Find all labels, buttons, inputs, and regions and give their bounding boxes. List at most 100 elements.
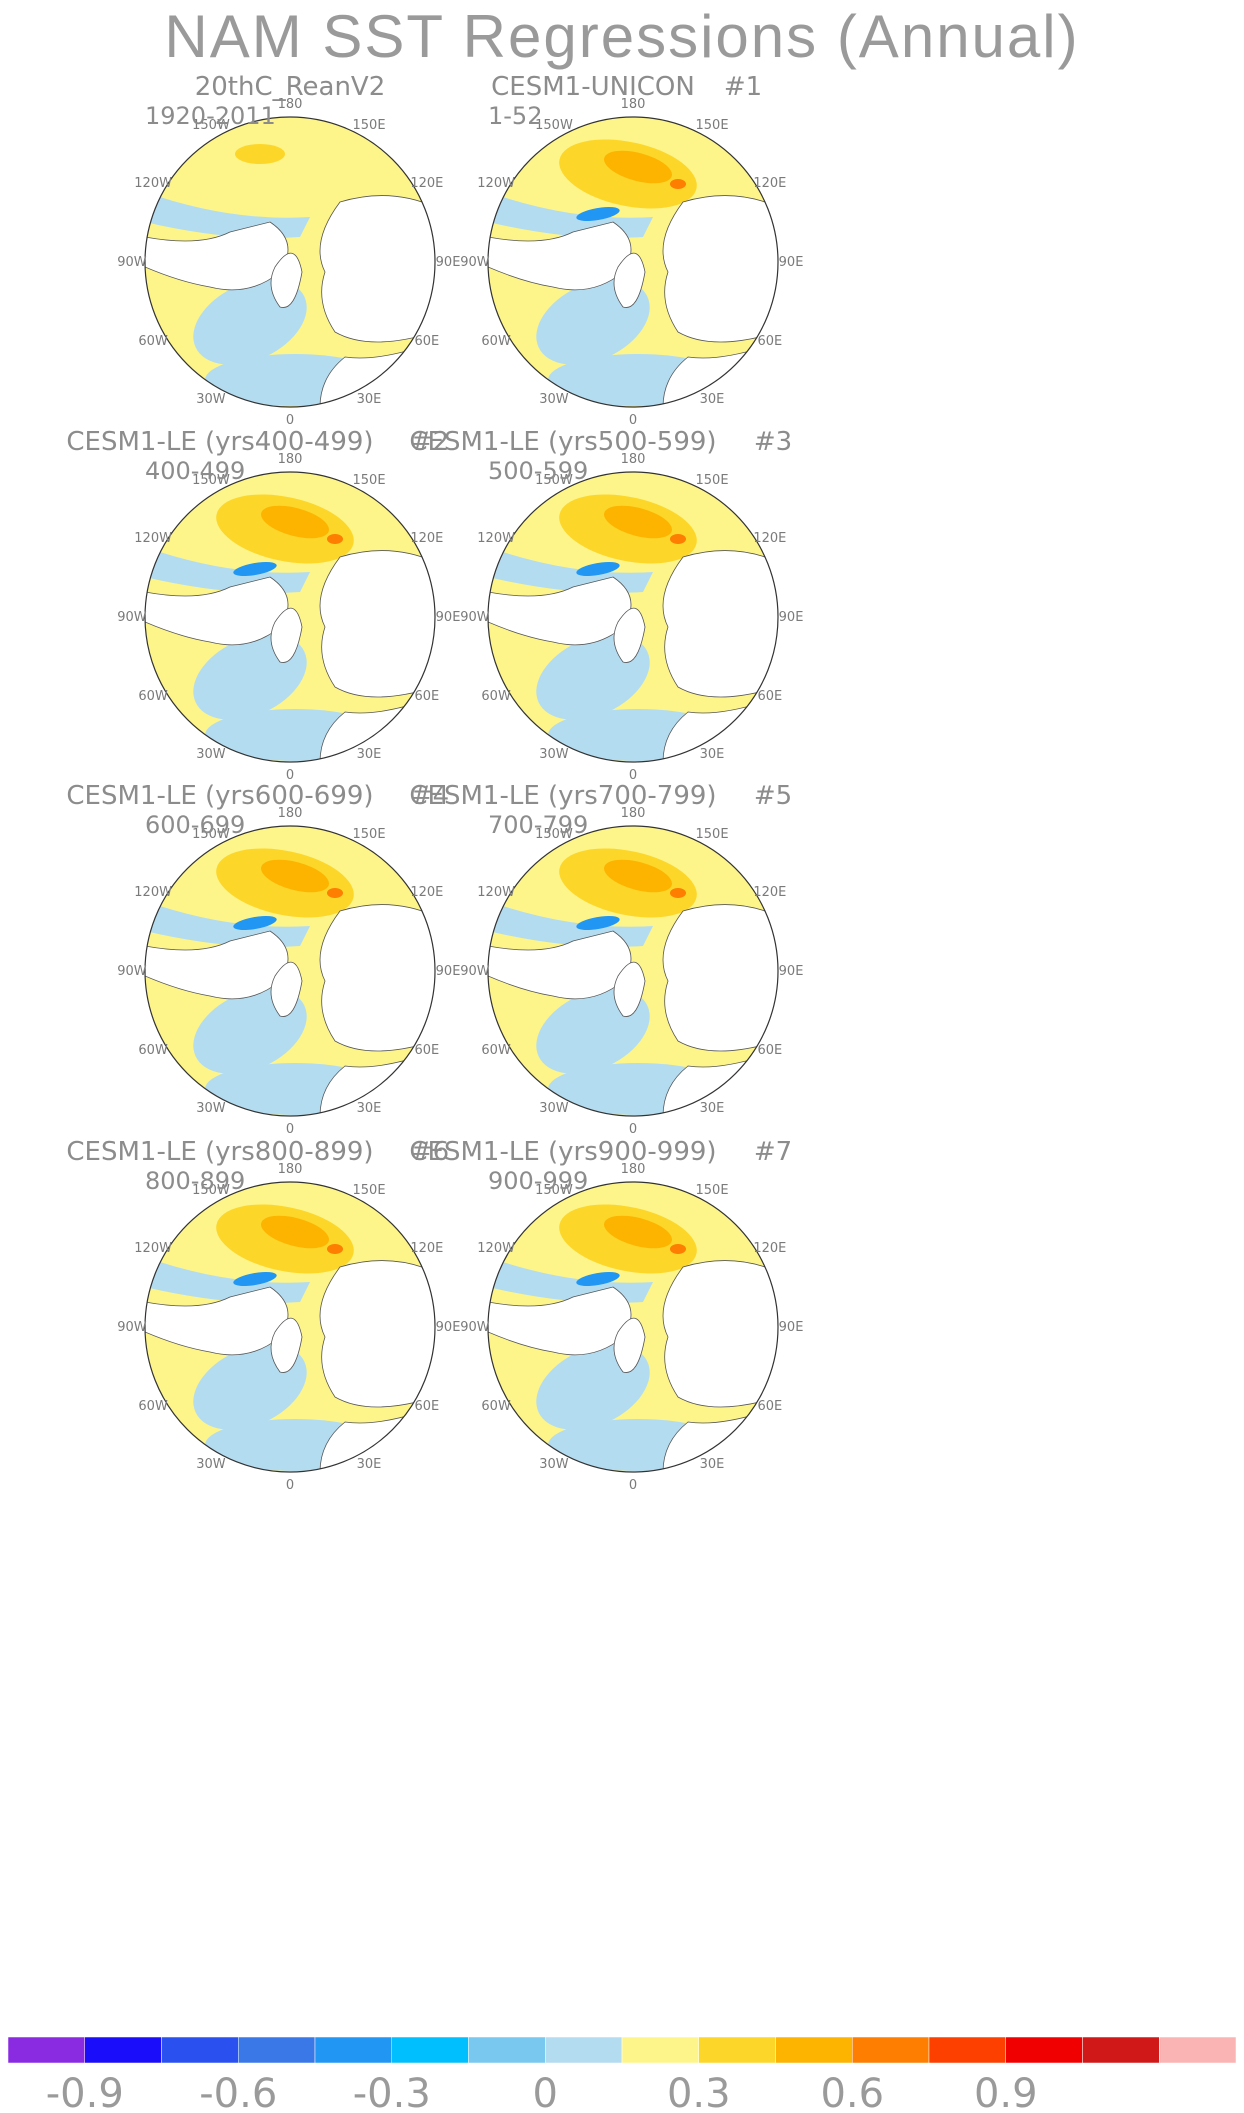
map-panel: 180 150E 120E 90E 60E 30E 0 30W 60W 90W 120W 150W CE… [409,1137,803,1493]
longitude-label: 60E [757,689,782,704]
panel-title: CESM1-LE (yrs900-999) [409,1137,716,1167]
longitude-label: 90W [460,1320,490,1335]
longitude-label: 30W [539,1457,569,1472]
longitude-label: 150W [192,473,230,488]
longitude-label: 180 [621,1162,646,1177]
figure-title: NAM SST Regressions (Annual) [164,3,1080,70]
colorbar: -0.9 -0.6 -0.3 0 0.3 0.6 0.9 [8,2037,1236,2113]
panel-title: CESM1-LE (yrs700-799) [409,781,716,811]
panel-years: 1920-2011 [145,102,276,130]
longitude-label: 30E [357,1457,382,1472]
longitude-label: 30W [196,747,226,762]
longitude-label: 150W [535,473,573,488]
colorbar-swatch [84,2037,162,2064]
longitude-label: 30E [700,1101,725,1116]
longitude-label: 150W [192,1183,230,1198]
longitude-label: 150W [535,1183,573,1198]
longitude-label: 60E [414,334,439,349]
longitude-label: 150W [535,827,573,842]
longitude-label: 150E [353,1183,386,1198]
panel-title: CESM1-LE (yrs800-899) [66,1137,373,1167]
colorbar-tick-label: -0.9 [46,2071,124,2113]
panel-years: 900-999 [488,1167,588,1195]
colorbar-swatch [545,2037,623,2064]
colorbar-tick-label: 0 [533,2071,558,2113]
longitude-label: 30E [700,392,725,407]
longitude-label: 180 [278,97,303,112]
map-panel: 180 150E 120E 90E 60E 30E 0 30W 60W 90W 120W 150W CE… [409,781,803,1137]
colorbar-tick-label: -0.3 [353,2071,431,2113]
longitude-label: 60W [138,689,168,704]
panel-number: #4 [411,781,449,811]
sst-field [488,472,778,762]
longitude-label: 30W [539,392,569,407]
map-boundary [487,471,779,763]
colorbar-tick-label: 0.9 [974,2071,1038,2113]
longitude-label: 30W [196,1101,226,1116]
panel-title: CESM1-LE (yrs500-599) [409,427,716,457]
longitude-label: 120W [134,176,172,191]
longitude-label: 60W [481,1043,511,1058]
sst-field [145,117,435,407]
colorbar-swatch [928,2037,1006,2064]
longitude-label: 60W [138,1399,168,1414]
panel-title: CESM1-UNICON [491,72,695,102]
sst-field [488,1182,778,1472]
longitude-label: 60E [414,1399,439,1414]
longitude-label: 120E [753,885,786,900]
panel-years: 400-499 [145,457,245,485]
longitude-label: 180 [278,1162,303,1177]
longitude-label: 150E [696,118,729,133]
panel-title: CESM1-LE (yrs600-699) [66,781,373,811]
longitude-label: 120W [134,1241,172,1256]
map-panel: 180 150E 120E 90E 60E 30E 0 30W 60W 90W 120W 150W CE… [66,427,460,783]
longitude-label: 120W [134,531,172,546]
panel-title: CESM1-LE (yrs400-499) [66,427,373,457]
panel-years: 800-899 [145,1167,245,1195]
longitude-label: 90E [779,255,804,270]
panel-years: 600-699 [145,811,245,839]
longitude-label: 90E [436,964,461,979]
longitude-label: 90W [460,255,490,270]
longitude-label: 150E [696,1183,729,1198]
colorbar-tick-label: 0.3 [667,2071,731,2113]
longitude-label: 0 [629,768,637,783]
longitude-label: 90W [117,255,147,270]
map-panel: 180 150E 120E 90E 60E 30E 0 30W 60W 90W 120W 150W CE… [66,1137,460,1493]
colorbar-swatch [1005,2037,1083,2064]
colorbar-swatch [8,2037,85,2064]
panel-number: #1 [724,72,762,102]
longitude-label: 60E [757,334,782,349]
colorbar-swatch [161,2037,239,2064]
colorbar-swatch [698,2037,776,2064]
longitude-label: 150E [353,118,386,133]
longitude-label: 30W [196,392,226,407]
longitude-label: 0 [629,1122,637,1137]
longitude-label: 60E [757,1399,782,1414]
longitude-label: 30W [196,1457,226,1472]
longitude-label: 120W [477,176,515,191]
colorbar-swatch [238,2037,316,2064]
panel-number: #5 [754,781,792,811]
longitude-label: 120E [753,1241,786,1256]
longitude-label: 90E [779,964,804,979]
longitude-label: 90E [779,1320,804,1335]
map-panel: 180 150E 120E 90E 60E 30E 0 30W 60W 90W 120W 150W CE… [409,427,803,783]
map-boundary [487,1181,779,1473]
longitude-label: 150W [192,118,230,133]
map-panel: 180 150E 120E 90E 60E 30E 0 30W 60W 90W 120W 150W CE… [460,72,803,428]
longitude-label: 120W [477,885,515,900]
colorbar-swatch [852,2037,930,2064]
sst-field [145,472,435,762]
longitude-label: 30E [357,392,382,407]
panel-years: 700-799 [488,811,588,839]
colorbar-swatch [391,2037,469,2064]
longitude-label: 120W [477,531,515,546]
map-panels: 180 150E 120E 90E 60E 30E 0 30W 60W 90W 120W 150W 20… [66,72,803,1493]
colorbar-swatch [1159,2037,1236,2064]
longitude-label: 60E [414,1043,439,1058]
longitude-label: 150E [353,473,386,488]
longitude-label: 60E [414,689,439,704]
longitude-label: 60W [481,1399,511,1414]
longitude-label: 150E [696,473,729,488]
